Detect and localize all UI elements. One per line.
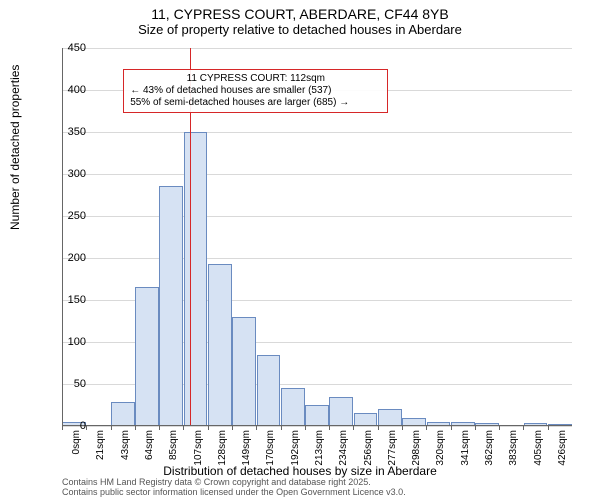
histogram-bar bbox=[281, 388, 305, 426]
y-axis-label: Number of detached properties bbox=[8, 65, 22, 230]
annotation-line: 55% of semi-detached houses are larger (… bbox=[130, 97, 381, 109]
x-tick bbox=[208, 426, 209, 430]
x-tick-label: 170sqm bbox=[265, 430, 276, 466]
x-tick bbox=[305, 426, 306, 430]
gridline bbox=[62, 174, 572, 175]
x-tick bbox=[378, 426, 379, 430]
histogram-bar bbox=[184, 132, 208, 426]
x-tick bbox=[499, 426, 500, 430]
histogram-bar bbox=[111, 402, 135, 426]
x-tick-label: 298sqm bbox=[411, 430, 422, 466]
x-tick-label: 362sqm bbox=[484, 430, 495, 466]
y-tick-label: 400 bbox=[46, 84, 86, 96]
annotation-line: 11 CYPRESS COURT: 112sqm bbox=[130, 73, 381, 85]
x-tick bbox=[232, 426, 233, 430]
x-tick bbox=[451, 426, 452, 430]
y-tick-label: 450 bbox=[46, 42, 86, 54]
x-tick bbox=[111, 426, 112, 430]
histogram-bar bbox=[159, 186, 183, 426]
x-tick-label: 21sqm bbox=[95, 430, 106, 460]
x-tick bbox=[402, 426, 403, 430]
gridline bbox=[62, 216, 572, 217]
histogram-bar bbox=[305, 405, 329, 426]
x-tick bbox=[135, 426, 136, 430]
x-tick bbox=[86, 426, 87, 430]
x-tick bbox=[281, 426, 282, 430]
x-tick-label: 213sqm bbox=[314, 430, 325, 466]
x-tick-label: 192sqm bbox=[290, 430, 301, 466]
x-tick-label: 107sqm bbox=[193, 430, 204, 466]
x-axis-line bbox=[62, 425, 572, 426]
gridline bbox=[62, 426, 572, 427]
x-tick bbox=[523, 426, 524, 430]
histogram-bar bbox=[232, 317, 256, 426]
footer-attribution: Contains HM Land Registry data © Crown c… bbox=[62, 478, 406, 498]
x-tick-label: 383sqm bbox=[508, 430, 519, 466]
y-tick-label: 100 bbox=[46, 336, 86, 348]
x-tick-label: 149sqm bbox=[241, 430, 252, 466]
x-tick-label: 85sqm bbox=[168, 430, 179, 460]
y-tick-label: 300 bbox=[46, 168, 86, 180]
x-tick-label: 426sqm bbox=[557, 430, 568, 466]
y-tick-label: 150 bbox=[46, 294, 86, 306]
x-tick-label: 256sqm bbox=[363, 430, 374, 466]
title-line2: Size of property relative to detached ho… bbox=[0, 22, 600, 37]
x-tick-label: 405sqm bbox=[533, 430, 544, 466]
x-tick bbox=[329, 426, 330, 430]
y-tick-label: 200 bbox=[46, 252, 86, 264]
x-tick-label: 320sqm bbox=[435, 430, 446, 466]
x-tick bbox=[475, 426, 476, 430]
annotation-line: ← 43% of detached houses are smaller (53… bbox=[130, 85, 381, 97]
annotation-box: 11 CYPRESS COURT: 112sqm← 43% of detache… bbox=[123, 69, 388, 113]
x-tick-label: 0sqm bbox=[71, 430, 82, 454]
plot-area: 11 CYPRESS COURT: 112sqm← 43% of detache… bbox=[62, 48, 572, 426]
y-tick-label: 50 bbox=[46, 378, 86, 390]
x-tick bbox=[353, 426, 354, 430]
gridline bbox=[62, 258, 572, 259]
x-tick-label: 64sqm bbox=[144, 430, 155, 460]
histogram-bar bbox=[257, 355, 281, 426]
y-tick-label: 350 bbox=[46, 126, 86, 138]
x-tick-label: 234sqm bbox=[338, 430, 349, 466]
y-axis-line bbox=[62, 48, 63, 426]
x-tick bbox=[159, 426, 160, 430]
title-line1: 11, CYPRESS COURT, ABERDARE, CF44 8YB bbox=[0, 6, 600, 22]
title-block: 11, CYPRESS COURT, ABERDARE, CF44 8YB Si… bbox=[0, 0, 600, 37]
x-tick-label: 277sqm bbox=[387, 430, 398, 466]
x-tick-label: 128sqm bbox=[217, 430, 228, 466]
y-tick-label: 250 bbox=[46, 210, 86, 222]
histogram-bar bbox=[378, 409, 402, 426]
x-tick bbox=[256, 426, 257, 430]
histogram-bar bbox=[135, 287, 159, 426]
x-tick bbox=[183, 426, 184, 430]
gridline bbox=[62, 48, 572, 49]
histogram-bar bbox=[329, 397, 353, 426]
x-axis-label: Distribution of detached houses by size … bbox=[0, 464, 600, 478]
x-tick bbox=[426, 426, 427, 430]
histogram-bar bbox=[208, 264, 232, 426]
x-tick-label: 341sqm bbox=[460, 430, 471, 466]
chart-container: 11, CYPRESS COURT, ABERDARE, CF44 8YB Si… bbox=[0, 0, 600, 500]
x-tick-label: 43sqm bbox=[120, 430, 131, 460]
footer-line2: Contains public sector information licen… bbox=[62, 488, 406, 498]
gridline bbox=[62, 132, 572, 133]
x-tick bbox=[548, 426, 549, 430]
